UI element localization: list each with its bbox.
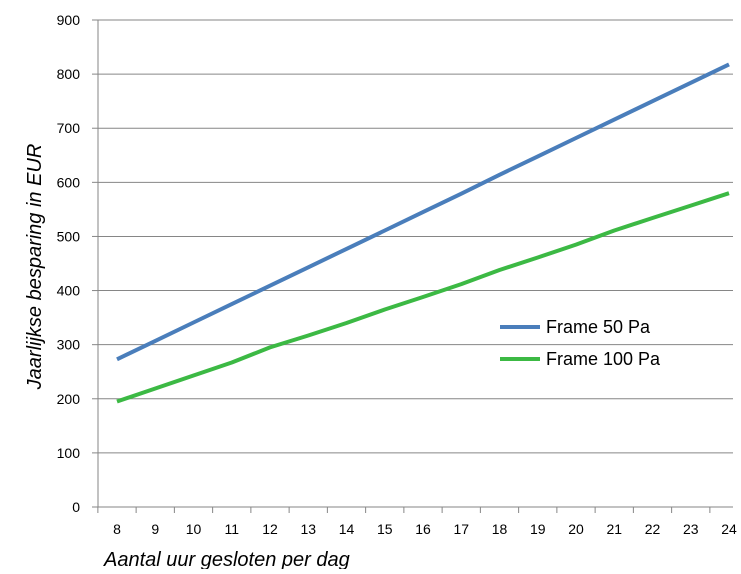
y-tick-label: 0	[72, 499, 80, 515]
y-tick-label: 500	[57, 228, 81, 244]
y-tick-label: 700	[57, 120, 81, 136]
x-tick-label: 19	[530, 521, 546, 537]
y-tick-label: 600	[57, 174, 81, 190]
y-tick-label: 900	[57, 12, 81, 28]
x-tick-label: 18	[492, 521, 508, 537]
x-tick-label: 16	[415, 521, 431, 537]
tick-labels: 0 100 200 300 400 500 600 700 800 900 8 9 10 11 12 13 14…	[57, 12, 737, 537]
x-tick-label: 21	[606, 521, 622, 537]
x-tick-label: 11	[224, 521, 239, 537]
series-line-2	[116, 191, 730, 404]
y-tick-label: 100	[57, 445, 81, 461]
legend: Frame 50 Pa Frame 100 Pa	[500, 317, 661, 369]
x-tick-label: 22	[645, 521, 661, 537]
x-tick-label: 9	[151, 521, 159, 537]
x-tick-label: 24	[721, 521, 737, 537]
x-axis-title: Aantal uur gesloten per dag	[103, 549, 350, 569]
x-tick-label: 13	[300, 521, 316, 537]
x-tick-label: 12	[262, 521, 278, 537]
x-tick-label: 8	[113, 521, 121, 537]
y-tick-label: 300	[57, 337, 81, 353]
legend-label: Frame 50 Pa	[546, 317, 651, 337]
x-tick-label: 20	[568, 521, 584, 537]
x-tick-label: 14	[339, 521, 355, 537]
y-tick-label: 200	[57, 391, 81, 407]
y-tick-label: 800	[57, 66, 81, 82]
x-tick-label: 23	[683, 521, 699, 537]
series-lines	[116, 62, 730, 404]
series-line-1	[116, 62, 730, 362]
y-axis-title: Jaarlijkse besparing in EUR	[24, 144, 46, 391]
legend-label: Frame 100 Pa	[546, 349, 661, 369]
y-tick-label: 400	[57, 283, 81, 299]
gridlines	[98, 19, 733, 454]
x-tick-label: 17	[453, 521, 469, 537]
x-tick-label: 10	[186, 521, 202, 537]
x-tick-label: 15	[377, 521, 393, 537]
axes	[92, 19, 733, 513]
